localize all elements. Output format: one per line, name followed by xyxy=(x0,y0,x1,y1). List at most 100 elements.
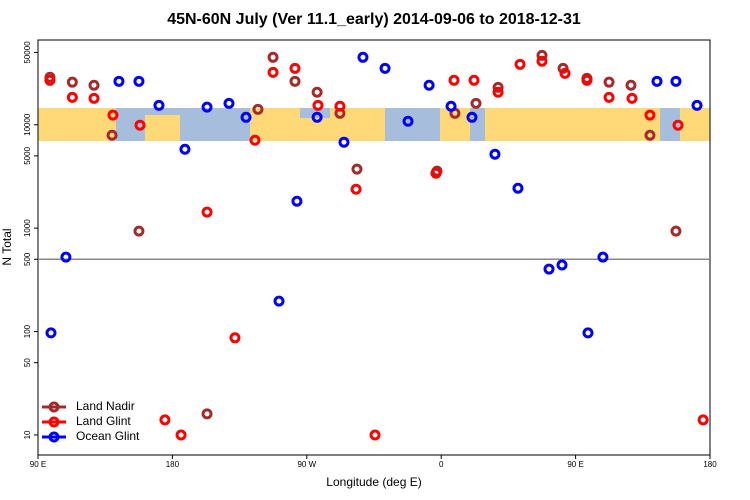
legend-label: Land Nadir xyxy=(76,399,135,413)
legend-label: Ocean Glint xyxy=(76,429,140,443)
point xyxy=(466,111,478,123)
point xyxy=(88,92,100,104)
point xyxy=(159,414,171,426)
point xyxy=(357,51,369,63)
point xyxy=(338,136,350,148)
point xyxy=(249,134,261,146)
point xyxy=(201,408,213,420)
point xyxy=(311,111,323,123)
point xyxy=(670,75,682,87)
point xyxy=(672,119,684,131)
point xyxy=(107,109,119,121)
point xyxy=(60,251,72,263)
point xyxy=(267,51,279,63)
point xyxy=(267,66,279,78)
point xyxy=(559,67,571,79)
point xyxy=(113,75,125,87)
point xyxy=(582,327,594,339)
point xyxy=(691,99,703,111)
point xyxy=(133,75,145,87)
x-axis-label: Longitude (deg E) xyxy=(326,475,421,489)
point xyxy=(430,167,442,179)
point xyxy=(350,183,362,195)
point xyxy=(223,97,235,109)
legend-marker xyxy=(48,416,60,428)
point xyxy=(697,414,709,426)
point xyxy=(45,327,57,339)
point xyxy=(670,225,682,237)
chart-title: 45N-60N July (Ver 11.1_early) 2014-09-06… xyxy=(167,11,581,28)
point xyxy=(252,103,264,115)
point xyxy=(312,99,324,111)
point xyxy=(468,74,480,86)
point xyxy=(66,91,78,103)
y-tick-label: 100 xyxy=(23,324,32,338)
point xyxy=(351,163,363,175)
point xyxy=(240,111,252,123)
y-tick-label: 1000 xyxy=(23,219,32,237)
point xyxy=(311,86,323,98)
point xyxy=(536,55,548,67)
y-tick-label: 10000 xyxy=(23,113,32,136)
x-tick-label: 90 E xyxy=(30,460,46,469)
point xyxy=(556,259,568,271)
plot-frame xyxy=(37,39,711,456)
point xyxy=(201,206,213,218)
point xyxy=(626,92,638,104)
point xyxy=(492,86,504,98)
point xyxy=(492,81,504,93)
x-tick-label: 90 W xyxy=(297,460,316,469)
point xyxy=(625,79,637,91)
legend-marker xyxy=(48,401,60,413)
x-tick-label: 180 xyxy=(703,460,717,469)
legend-marker xyxy=(48,431,60,443)
y-tick-label: 50 xyxy=(23,358,32,367)
point xyxy=(201,101,213,113)
point xyxy=(603,91,615,103)
point xyxy=(44,74,56,86)
point xyxy=(651,75,663,87)
point xyxy=(445,100,457,112)
y-tick-label: 500 xyxy=(23,252,32,266)
y-tick-label: 50000 xyxy=(23,41,32,64)
point xyxy=(273,295,285,307)
point xyxy=(153,99,165,111)
point xyxy=(291,195,303,207)
x-tick-label: 0 xyxy=(439,460,444,469)
point xyxy=(175,429,187,441)
point xyxy=(512,182,524,194)
y-tick-label: 5000 xyxy=(23,146,32,164)
point xyxy=(644,129,656,141)
point xyxy=(133,225,145,237)
point xyxy=(448,74,460,86)
point xyxy=(334,100,346,112)
y-tick-label: 10 xyxy=(23,430,32,439)
point xyxy=(543,263,555,275)
point xyxy=(581,74,593,86)
point xyxy=(402,115,414,127)
map-band xyxy=(38,108,710,141)
point xyxy=(106,129,118,141)
point xyxy=(644,109,656,121)
x-tick-label: 90 E xyxy=(567,460,583,469)
point xyxy=(66,76,78,88)
point xyxy=(379,62,391,74)
point xyxy=(536,49,548,61)
legend-label: Land Glint xyxy=(76,414,131,428)
point xyxy=(229,332,241,344)
point xyxy=(88,79,100,91)
point xyxy=(179,143,191,155)
point xyxy=(289,75,301,87)
point xyxy=(489,148,501,160)
point xyxy=(514,58,526,70)
x-tick-label: 180 xyxy=(166,460,180,469)
point xyxy=(134,119,146,131)
point xyxy=(603,76,615,88)
point xyxy=(369,429,381,441)
point xyxy=(289,62,301,74)
y-axis-label: N Total xyxy=(0,228,14,265)
point xyxy=(597,251,609,263)
point xyxy=(423,79,435,91)
point xyxy=(470,97,482,109)
